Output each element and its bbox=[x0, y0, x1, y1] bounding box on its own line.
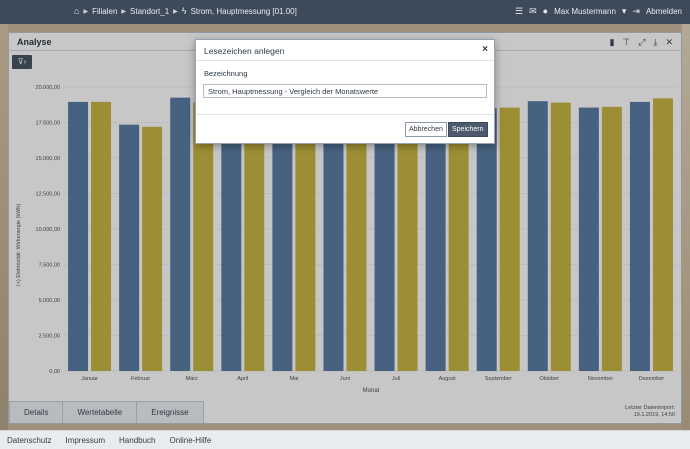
footer-link-datenschutz[interactable]: Datenschutz bbox=[7, 436, 51, 445]
footer-link-handbuch[interactable]: Handbuch bbox=[119, 436, 155, 445]
user-icon: ● bbox=[543, 6, 548, 16]
breadcrumb-item-standort[interactable]: Standort_1 bbox=[130, 7, 169, 16]
user-menu: ☰ ✉ ● Max Mustermann ▾ ⇥ Abmelden bbox=[515, 6, 682, 16]
cancel-button[interactable]: Abbrechen bbox=[405, 122, 447, 137]
dialog-close-icon[interactable]: × bbox=[482, 44, 488, 56]
footer-link-online-hilfe[interactable]: Online-Hilfe bbox=[170, 436, 212, 445]
lightning-icon: ϟ bbox=[182, 6, 187, 16]
divider bbox=[196, 60, 494, 61]
top-navbar: ⌂ ▶ Filialen ▶ Standort_1 ▶ ϟ Strom, Hau… bbox=[0, 0, 690, 24]
chevron-right-icon: ▶ bbox=[83, 8, 88, 15]
logout-icon[interactable]: ⇥ bbox=[632, 6, 640, 16]
home-icon[interactable]: ⌂ bbox=[74, 6, 79, 16]
bezeichnung-input[interactable] bbox=[203, 84, 487, 98]
bookmark-dialog: Lesezeichen anlegen × Bezeichnung Abbrec… bbox=[195, 39, 495, 144]
caret-down-icon[interactable]: ▾ bbox=[622, 6, 627, 16]
breadcrumb-item-filialen[interactable]: Filialen bbox=[92, 7, 117, 16]
chevron-right-icon: ▶ bbox=[173, 8, 178, 15]
save-button[interactable]: Speichern bbox=[448, 122, 488, 137]
breadcrumb: ⌂ ▶ Filialen ▶ Standort_1 ▶ ϟ Strom, Hau… bbox=[74, 6, 297, 16]
dialog-title: Lesezeichen anlegen bbox=[204, 46, 284, 56]
modal-backdrop[interactable]: Lesezeichen anlegen × Bezeichnung Abbrec… bbox=[0, 24, 690, 430]
mail-icon[interactable]: ✉ bbox=[529, 6, 537, 16]
footer-link-impressum[interactable]: Impressum bbox=[65, 436, 105, 445]
footer: Datenschutz Impressum Handbuch Online-Hi… bbox=[0, 430, 690, 449]
logout-link[interactable]: Abmelden bbox=[646, 7, 682, 16]
chevron-right-icon: ▶ bbox=[121, 8, 126, 15]
user-name[interactable]: Max Mustermann bbox=[554, 7, 616, 16]
breadcrumb-item-measurement[interactable]: Strom, Hauptmessung [01.00] bbox=[191, 7, 297, 16]
list-icon[interactable]: ☰ bbox=[515, 6, 523, 16]
divider bbox=[196, 114, 494, 115]
bezeichnung-label: Bezeichnung bbox=[204, 69, 247, 78]
